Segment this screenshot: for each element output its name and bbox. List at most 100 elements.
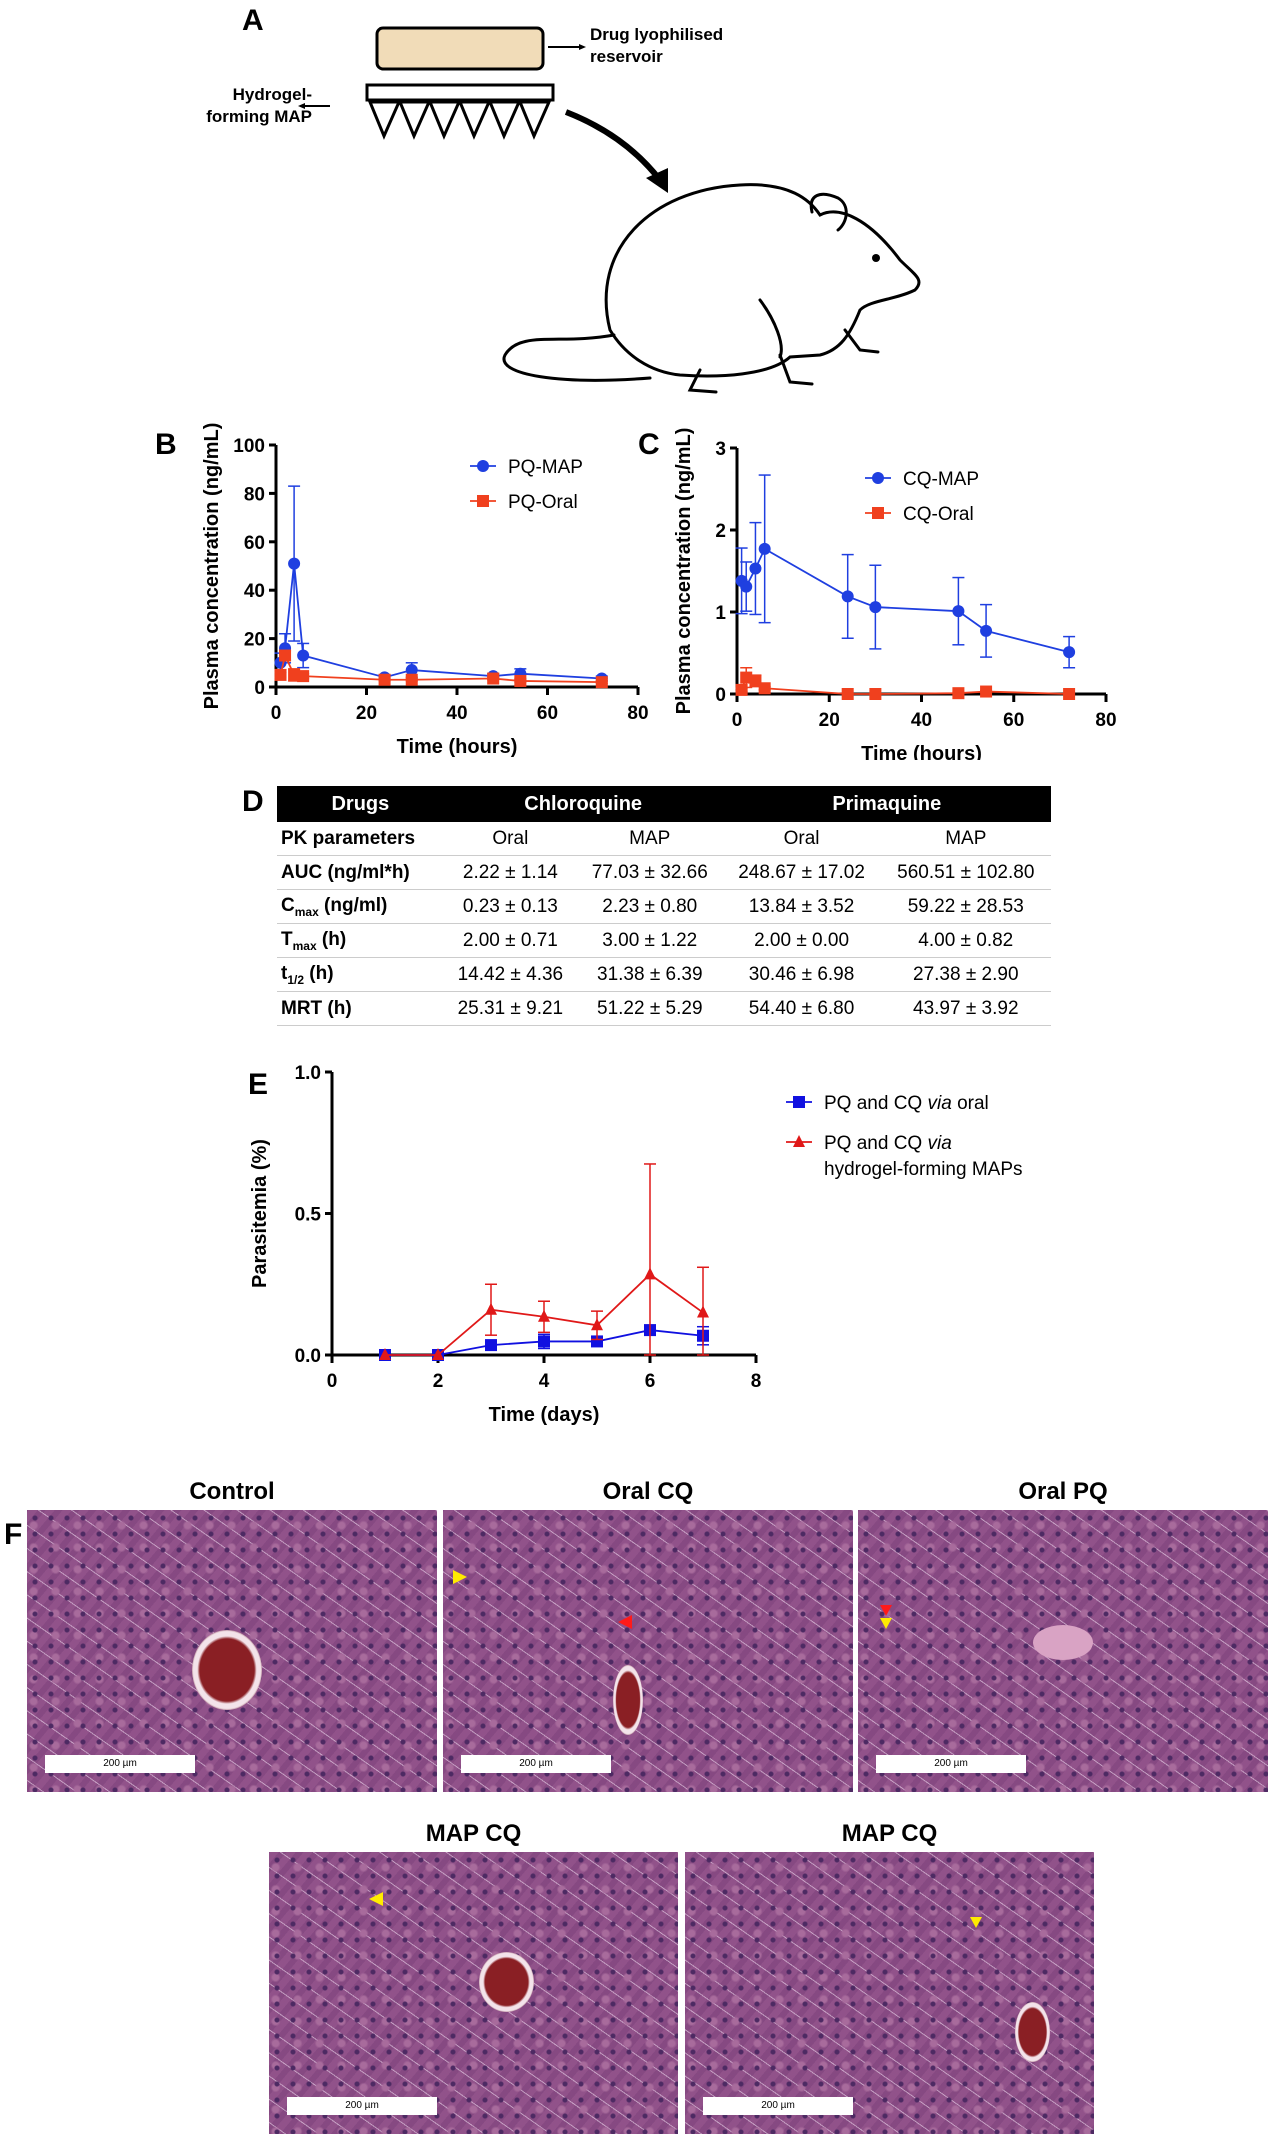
x-tick-label: 0 [732,710,743,731]
y-tick-label: 1.0 [295,1063,321,1084]
data-point [288,668,301,681]
portal-vessel [1033,1625,1093,1660]
table-cell: 14.42 ± 4.36 [443,957,577,992]
x-tick-label: 20 [819,710,840,731]
data-point [595,676,608,689]
x-tick-label: 2 [433,1371,444,1392]
data-point [869,601,882,614]
x-tick-label: 20 [356,703,377,724]
row-label: t1/2 (h) [277,957,444,992]
y-tick-label: 0 [715,685,726,706]
table-row: AUC (ng/ml*h) 2.22 ± 1.14 77.03 ± 32.66 248… [277,855,1051,890]
table-cell: 2.00 ± 0.00 [722,923,881,958]
data-point [288,557,301,570]
data-point [591,1318,603,1331]
legend-label: CQ-Oral [903,504,974,525]
row-label: MRT (h) [277,991,444,1026]
data-point [758,542,771,555]
y-tick-label: 100 [233,436,265,457]
schematic-illustration [298,26,921,394]
histology-image: 200 µm [685,1852,1094,2134]
data-point [477,495,489,507]
data-point [297,649,310,662]
row-label-subscript: max [294,904,319,919]
y-tick-label: 20 [244,630,265,651]
row-label: AUC (ng/ml*h) [277,855,444,890]
data-point [952,687,965,700]
x-axis-label: Time (hours) [397,736,518,758]
histology-image: 200 µm [269,1852,678,2134]
mouse-eye [872,254,880,262]
table-cell: 31.38 ± 6.39 [576,957,723,992]
table-cell: 27.38 ± 2.90 [880,957,1051,992]
table-cell: 43.97 ± 3.92 [880,991,1051,1026]
x-tick-label: 6 [645,1371,656,1392]
annotation-arrow-icon [369,1892,383,1906]
y-tick-label: 80 [244,484,265,505]
annotation-arrow-icon [970,1917,982,1928]
y-axis-label: Plasma concentration (ng/mL) [673,428,695,715]
panel-label-c: C [638,428,660,461]
legend-label: CQ-MAP [903,469,979,490]
data-point [379,1348,391,1360]
central-vein [479,1952,534,2012]
table-cell: 51.22 ± 5.29 [576,991,723,1026]
map-label-line1: Hydrogel- [232,85,312,104]
map-label: Hydrogel- forming MAP [190,84,312,128]
reservoir-label-line1: Drug lyophilised [590,25,724,44]
data-point [872,472,884,484]
data-point [405,673,418,686]
microneedle-array [367,100,552,140]
data-point [869,688,882,700]
data-point [279,649,292,662]
x-tick-label: 40 [911,710,932,731]
table-row: Tmax (h) 2.00 ± 0.71 3.00 ± 1.22 2.00 ± 0.0… [277,923,1051,958]
panel-label-d: D [242,785,264,818]
histology-image: 200 µm [858,1510,1268,1792]
series-line [279,652,602,684]
data-point [487,672,500,685]
table-cell: 25.31 ± 9.21 [443,991,577,1026]
series-line [740,547,1070,654]
scale-bar: 200 µm [461,1755,611,1773]
y-axis-label: Parasitemia (%) [249,1139,271,1288]
table-cell: 248.67 ± 17.02 [722,855,881,890]
row-label-subscript: max [292,938,317,953]
annotation-arrow-icon [618,1615,632,1629]
data-point [274,668,287,681]
annotation-arrow-icon [880,1618,892,1629]
data-point [793,1135,805,1147]
table-cell: 3.00 ± 1.22 [576,923,723,958]
panel-label-a: A [242,4,264,37]
drug-reservoir [375,26,545,71]
header-primaquine: Primaquine [722,786,1051,822]
data-point [538,1309,550,1322]
row-label-main: T [281,928,293,950]
table-cell: 2.00 ± 0.71 [443,923,577,958]
reservoir-label-line2: reservoir [590,47,663,66]
scale-bar: 200 µm [703,2097,853,2115]
chart-cq-plasma: 0 1 2 3 0 20 40 60 80 Time (hours) Plasma concentr… [673,428,1117,760]
data-point [952,605,965,618]
x-tick-label: 80 [627,703,648,724]
table-body: AUC (ng/ml*h) 2.22 ± 1.14 77.03 ± 32.66 248… [277,855,1051,1026]
data-point [697,1305,709,1318]
data-point [841,590,854,603]
central-vein [192,1630,262,1710]
data-point [1063,688,1076,700]
table-cell: 59.22 ± 28.53 [880,889,1051,924]
subheader-cell: MAP [880,822,1051,856]
chart-parasitemia: 0.0 0.5 1.0 0 2 4 6 8 Time (days) Parasitemia (%)… [249,1063,1023,1426]
subheader-cell: Oral [443,822,577,856]
table-cell: 0.23 ± 0.13 [443,889,577,924]
x-tick-label: 8 [751,1371,762,1392]
scale-bar: 200 µm [876,1755,1026,1773]
y-tick-label: 1 [715,603,726,624]
x-tick-label: 4 [539,1371,550,1392]
legend-label: PQ and CQ via hydrogel-forming MAPs [824,1133,1023,1180]
series-line [279,563,602,680]
histology-title: Oral CQ [602,1478,694,1505]
data-point [477,460,489,472]
map-label-line2: forming MAP [206,107,312,126]
y-tick-label: 0 [254,678,265,699]
